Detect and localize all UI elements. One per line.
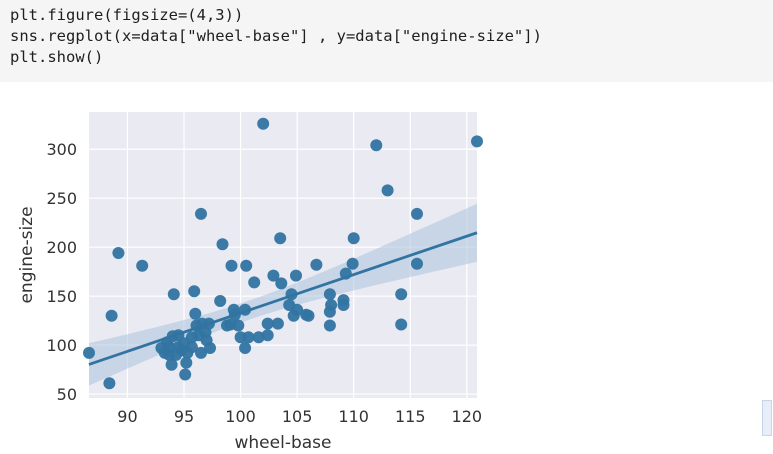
scatter-point bbox=[195, 346, 207, 359]
x-tick-label: 95 bbox=[174, 407, 194, 426]
regplot-chart: 90 95 100 105 110 115 120 50 100 150 200 250 300 wh… bbox=[17, 112, 483, 453]
scatter-point bbox=[411, 207, 423, 220]
y-tick-label: 300 bbox=[46, 140, 77, 159]
scatter-point bbox=[257, 117, 270, 130]
scatter-point bbox=[248, 276, 261, 289]
x-tick-label: 100 bbox=[225, 407, 256, 426]
scatter-point bbox=[381, 184, 394, 197]
y-tick-label: 150 bbox=[46, 287, 77, 306]
scatter-point bbox=[302, 309, 315, 322]
scatter-point bbox=[242, 331, 255, 344]
scatter-point bbox=[188, 285, 201, 298]
scatter-point bbox=[325, 299, 338, 311]
scatter-point bbox=[271, 317, 284, 330]
scatter-point bbox=[346, 257, 359, 270]
scatter-point bbox=[261, 329, 274, 342]
scatter-point bbox=[395, 288, 408, 301]
scatter-point bbox=[310, 258, 323, 271]
scatter-point bbox=[275, 277, 288, 290]
x-tick-label: 105 bbox=[282, 407, 313, 426]
regression-line bbox=[88, 231, 478, 366]
scatter-point bbox=[274, 232, 287, 245]
scatter-point bbox=[83, 346, 95, 359]
scatter-point bbox=[240, 259, 253, 272]
scatter-point bbox=[347, 232, 360, 245]
scatter-point bbox=[185, 341, 198, 354]
scatter-point bbox=[290, 269, 302, 282]
output-area: 90 95 100 105 110 115 120 50 100 150 200 250 300 wh… bbox=[0, 82, 773, 454]
scatter-point bbox=[136, 259, 149, 272]
scatter-point bbox=[239, 342, 252, 354]
y-tick-label: 200 bbox=[46, 238, 77, 257]
y-tick-labels: 50 100 150 200 250 300 bbox=[46, 140, 77, 404]
x-axis-label: wheel-base bbox=[235, 433, 332, 453]
x-tick-label: 120 bbox=[452, 407, 483, 426]
scroll-handle[interactable] bbox=[762, 400, 772, 436]
y-tick-label: 50 bbox=[57, 385, 77, 404]
scatter-point bbox=[105, 309, 118, 322]
scatter-point bbox=[167, 288, 180, 301]
x-tick-label: 110 bbox=[338, 407, 369, 426]
scatter-point bbox=[180, 356, 193, 369]
scatter-point bbox=[323, 288, 336, 301]
scatter-point bbox=[232, 319, 245, 332]
scatter-point bbox=[195, 207, 207, 220]
scatter-point bbox=[165, 358, 178, 371]
scatter-point bbox=[204, 342, 216, 354]
scatter-point bbox=[214, 295, 227, 307]
y-tick-label: 250 bbox=[46, 189, 77, 208]
scatter-point bbox=[189, 307, 202, 320]
scatter-point bbox=[252, 331, 265, 344]
scatter-point bbox=[179, 368, 192, 381]
scatter-point bbox=[337, 294, 350, 307]
y-tick-label: 100 bbox=[46, 336, 77, 355]
scatter-point bbox=[395, 318, 408, 331]
x-tick-label: 115 bbox=[395, 407, 426, 426]
code-line-2: sns.regplot(x=data["wheel-base"] , y=dat… bbox=[10, 27, 542, 45]
scatter-point bbox=[323, 319, 336, 332]
code-line-1: plt.figure(figsize=(4,3)) bbox=[10, 6, 244, 24]
scatter-point bbox=[225, 259, 238, 272]
scatter-point bbox=[216, 238, 229, 251]
scatter-point bbox=[267, 269, 280, 282]
scatter-point bbox=[261, 317, 274, 330]
code-line-3: plt.show() bbox=[10, 48, 104, 66]
x-tick-labels: 90 95 100 105 110 115 120 bbox=[117, 407, 482, 426]
scatter-point bbox=[103, 377, 116, 390]
scatter-point bbox=[112, 247, 125, 259]
scatter-point bbox=[370, 139, 383, 152]
scatter-point bbox=[471, 135, 483, 148]
scatter-points bbox=[83, 117, 483, 390]
y-axis-label: engine-size bbox=[17, 206, 37, 303]
scatter-point bbox=[411, 257, 423, 270]
scatter-point bbox=[291, 303, 304, 316]
scatter-point bbox=[163, 341, 176, 354]
x-tick-label: 90 bbox=[117, 407, 137, 426]
code-cell[interactable]: plt.figure(figsize=(4,3)) sns.regplot(x=… bbox=[0, 0, 773, 82]
